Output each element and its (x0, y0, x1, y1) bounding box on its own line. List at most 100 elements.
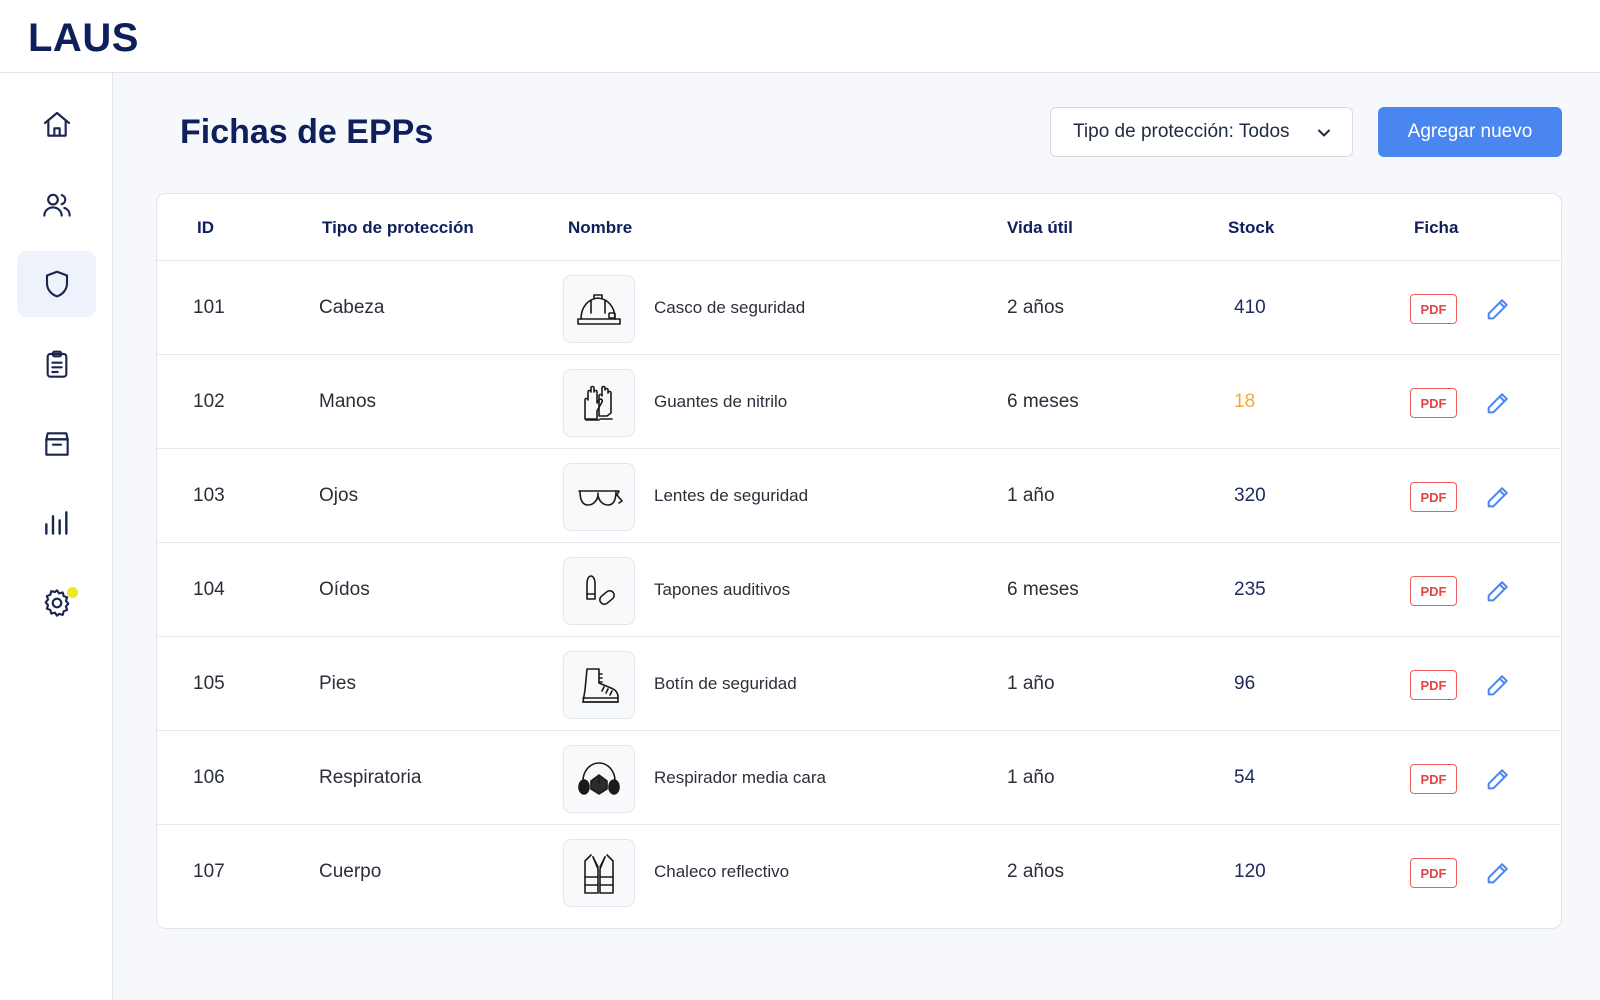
users-icon (42, 193, 71, 217)
settings-gear-icon (44, 589, 69, 617)
product-thumbnail (563, 557, 635, 625)
column-header-tipo[interactable]: Tipo de protección (322, 218, 474, 237)
bar-chart-icon (44, 511, 68, 535)
product-thumbnail (563, 745, 635, 813)
edit-button[interactable] (1484, 765, 1512, 793)
table-row[interactable]: 107 Cuerpo Chaleco reflectivo 2 años 120 PDF (157, 825, 1561, 919)
cell-vida: 1 año (1007, 767, 1055, 788)
cell-tipo: Cabeza (319, 297, 385, 318)
edit-button[interactable] (1484, 389, 1512, 417)
cell-tipo: Pies (319, 673, 356, 694)
archive-box-icon (44, 432, 69, 456)
cell-vida: 1 año (1007, 485, 1055, 506)
pdf-button[interactable]: PDF (1410, 294, 1457, 324)
home-icon (43, 111, 70, 137)
app-logo[interactable]: LAUS (28, 16, 139, 60)
cell-id: 106 (193, 767, 225, 788)
chevron-down-icon (1318, 129, 1330, 137)
cell-id: 104 (193, 579, 225, 600)
cell-tipo: Cuerpo (319, 861, 382, 882)
cell-nombre: Respirador media cara (654, 768, 826, 787)
cell-stock: 235 (1234, 579, 1266, 600)
cell-nombre: Chaleco reflectivo (654, 862, 790, 881)
cell-nombre: Lentes de seguridad (654, 486, 809, 505)
table-row[interactable]: 105 Pies Botín de seguridad 1 año 96 PDF (157, 637, 1561, 731)
product-thumbnail (563, 275, 635, 343)
cell-tipo: Manos (319, 391, 377, 412)
column-header-vida[interactable]: Vida útil (1007, 218, 1073, 237)
cell-id: 102 (193, 391, 225, 412)
cell-stock: 96 (1234, 673, 1256, 694)
pencil-icon (1484, 299, 1512, 327)
pdf-button[interactable]: PDF (1410, 576, 1457, 606)
edit-button[interactable] (1484, 671, 1512, 699)
product-thumbnail (563, 651, 635, 719)
pencil-icon (1484, 487, 1512, 515)
table-row[interactable]: 103 Ojos Lentes de seguridad 1 año 320 PDF (157, 449, 1561, 543)
cell-id: 103 (193, 485, 225, 506)
sidebar-item-inventory[interactable] (17, 411, 96, 477)
pencil-icon (1484, 675, 1512, 703)
cell-nombre: Casco de seguridad (654, 298, 806, 317)
cell-tipo: Oídos (319, 579, 370, 600)
cell-tipo: Respiratoria (319, 767, 422, 788)
edit-button[interactable] (1484, 295, 1512, 323)
pencil-icon (1484, 581, 1512, 609)
cell-stock: 120 (1234, 861, 1266, 882)
sidebar-item-users[interactable] (17, 172, 96, 238)
cell-id: 101 (193, 297, 225, 318)
table-row[interactable]: 106 Respiratoria Respirador media cara 1 añ… (157, 731, 1561, 825)
cell-stock: 320 (1234, 485, 1266, 506)
reflective-vest-icon (584, 854, 614, 894)
protection-type-filter[interactable]: Tipo de protección: Todos (1050, 107, 1353, 157)
table-row[interactable]: 101 Cabeza Casco de seguridad 2 años 410 PDF (157, 261, 1561, 355)
notification-dot (67, 587, 78, 598)
column-header-id[interactable]: ID (197, 218, 214, 237)
product-thumbnail (563, 839, 635, 907)
sidebar-item-reports[interactable] (17, 490, 96, 556)
filter-label: Tipo de protección: Todos (1073, 121, 1290, 142)
pencil-icon (1484, 769, 1512, 797)
column-header-ficha[interactable]: Ficha (1414, 218, 1459, 237)
column-header-stock[interactable]: Stock (1228, 218, 1275, 237)
page-title: Fichas de EPPs (180, 113, 434, 151)
pdf-button[interactable]: PDF (1410, 670, 1457, 700)
cell-vida: 2 años (1007, 297, 1065, 318)
epp-table: ID Tipo de protección Nombre Vida útil S… (156, 193, 1562, 929)
cell-stock: 18 (1234, 391, 1256, 412)
edit-button[interactable] (1484, 483, 1512, 511)
safety-glasses-icon (578, 490, 623, 506)
product-thumbnail (563, 463, 635, 531)
earplugs-icon (586, 575, 615, 606)
add-new-button[interactable]: Agregar nuevo (1378, 107, 1562, 157)
table-row[interactable]: 104 Oídos Tapones auditivos 6 meses 235 PDF (157, 543, 1561, 637)
clipboard-icon (46, 350, 67, 378)
respirator-icon (578, 762, 620, 795)
table-header: ID Tipo de protección Nombre Vida útil S… (157, 194, 1561, 261)
edit-button[interactable] (1484, 859, 1512, 887)
table-row[interactable]: 102 Manos Guantes de nitrilo 6 meses 18 PDF (157, 355, 1561, 449)
sidebar (0, 73, 113, 1000)
cell-id: 105 (193, 673, 225, 694)
sidebar-item-epp[interactable] (17, 251, 96, 317)
edit-button[interactable] (1484, 577, 1512, 605)
pdf-button[interactable]: PDF (1410, 858, 1457, 888)
safety-boot-icon (582, 668, 619, 703)
cell-nombre: Botín de seguridad (654, 674, 797, 693)
pencil-icon (1484, 393, 1512, 421)
cell-nombre: Tapones auditivos (654, 580, 791, 599)
sidebar-item-checklist[interactable] (17, 331, 96, 397)
pdf-button[interactable]: PDF (1410, 482, 1457, 512)
cell-nombre: Guantes de nitrilo (654, 392, 788, 411)
product-thumbnail (563, 369, 635, 437)
cell-vida: 2 años (1007, 861, 1065, 882)
cell-stock: 410 (1234, 297, 1266, 318)
pdf-button[interactable]: PDF (1410, 388, 1457, 418)
sidebar-item-home[interactable] (17, 92, 96, 158)
pencil-icon (1484, 863, 1512, 891)
top-bar: LAUS (0, 0, 1600, 73)
shield-icon (45, 270, 68, 298)
column-header-nombre[interactable]: Nombre (568, 218, 633, 237)
sidebar-item-settings[interactable] (17, 570, 96, 636)
pdf-button[interactable]: PDF (1410, 764, 1457, 794)
